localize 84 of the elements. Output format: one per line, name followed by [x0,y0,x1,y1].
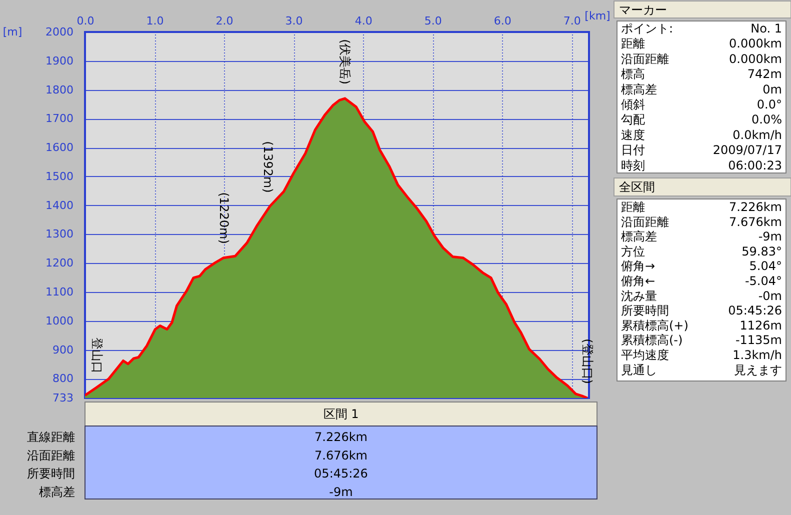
text: 沈み量 [621,288,657,303]
text: -0m [758,288,782,303]
text: 1.3km/h [732,348,782,362]
text: 所要時間 [27,466,75,481]
text: 59.83° [742,244,782,258]
text: -9m [329,484,353,499]
x-tick-label: 0.0 [76,14,94,28]
y-tick-label: 900 [52,343,74,356]
annotation: (伏美岳) [338,39,352,84]
text: 所要時間 [621,304,669,318]
text: 標高差 [39,484,75,499]
text: 0m [762,82,782,96]
x-tick-label: 5.0 [424,14,442,28]
annotation: (1220m) [217,192,232,244]
text: -9m [758,230,782,244]
text: 全区間 [619,180,655,194]
y-tick-label: 1300 [46,228,74,241]
x-tick-label: 6.0 [494,14,512,28]
text: 勾配 [621,112,645,127]
text: 距離 [621,36,645,51]
y-tick-label: 1000 [46,314,74,328]
text: 直線距離 [27,430,75,444]
text: 累積標高(+) [621,318,688,332]
text: 累積標高(-) [621,333,683,348]
y-tick-label: 2000 [46,26,74,38]
text: 05:45:26 [728,304,782,318]
text: -5.04° [744,274,782,288]
text: 距離 [621,200,645,214]
text: 標高 [621,67,645,82]
x-tick-label: 2.0 [216,14,234,28]
text: 見えます [734,362,782,377]
y-tick-label: 800 [52,372,74,386]
text: 沿面距離 [621,52,669,66]
text: 沿面距離 [621,214,669,229]
text: 06:00:23 [728,158,782,172]
x-tick-label: 1.0 [146,14,164,28]
text: 時刻 [621,158,645,172]
text: マーカー [619,3,667,17]
text: 7.226km [314,430,368,444]
y-axis-title: [m] [2,26,22,38]
text: 0.000km [729,36,782,51]
y-tick-label: 1100 [46,285,74,298]
annotation: (1392m) [260,141,275,193]
x-tick-label: 7.0 [563,14,581,28]
y-tick-label: 1900 [46,54,74,68]
text: 日付 [621,143,645,158]
text: 見通し [621,362,657,377]
text: 7.676km [314,448,368,462]
text: 平均速度 [621,348,669,362]
text: -1135m [735,333,782,348]
text: 標高差 [621,230,657,244]
text: 速度 [621,128,645,142]
text: No. 1 [750,22,782,36]
text: ポイント: [621,22,674,36]
text: 0.0km/h [732,128,782,142]
text: 標高差 [621,82,657,96]
text: 2009/07/17 [712,143,782,158]
x-tick-label: 3.0 [285,14,303,28]
text: 0.000km [729,52,782,66]
text: 7.676km [729,214,782,229]
text: 0.0% [752,112,782,127]
x-tick-label: 4.0 [354,14,372,28]
annotation: (登山口) [580,338,594,384]
text: 742m [747,67,782,82]
text: 1126m [740,318,782,332]
annotation: 登山口 [90,337,104,374]
text: 05:45:26 [314,466,368,481]
text: 傾斜 [621,98,645,112]
y-tick-label: 733 [52,392,74,404]
text: 区間 1 [323,407,359,421]
y-tick-label: 1500 [46,170,74,183]
x-axis-title: [km] [584,10,610,22]
text: 7.226km [729,200,782,214]
text: 俯角→ [621,259,656,274]
y-tick-label: 1700 [46,112,74,126]
y-tick-label: 1400 [46,198,74,212]
y-tick-label: 1600 [46,141,74,154]
text: 方位 [621,244,645,258]
y-tick-label: 1200 [46,256,74,270]
text: 5.04° [749,259,782,274]
text: 0.0° [756,98,782,112]
y-tick-label: 1800 [46,83,74,96]
text: 沿面距離 [27,448,75,462]
text: 俯角← [621,274,656,288]
